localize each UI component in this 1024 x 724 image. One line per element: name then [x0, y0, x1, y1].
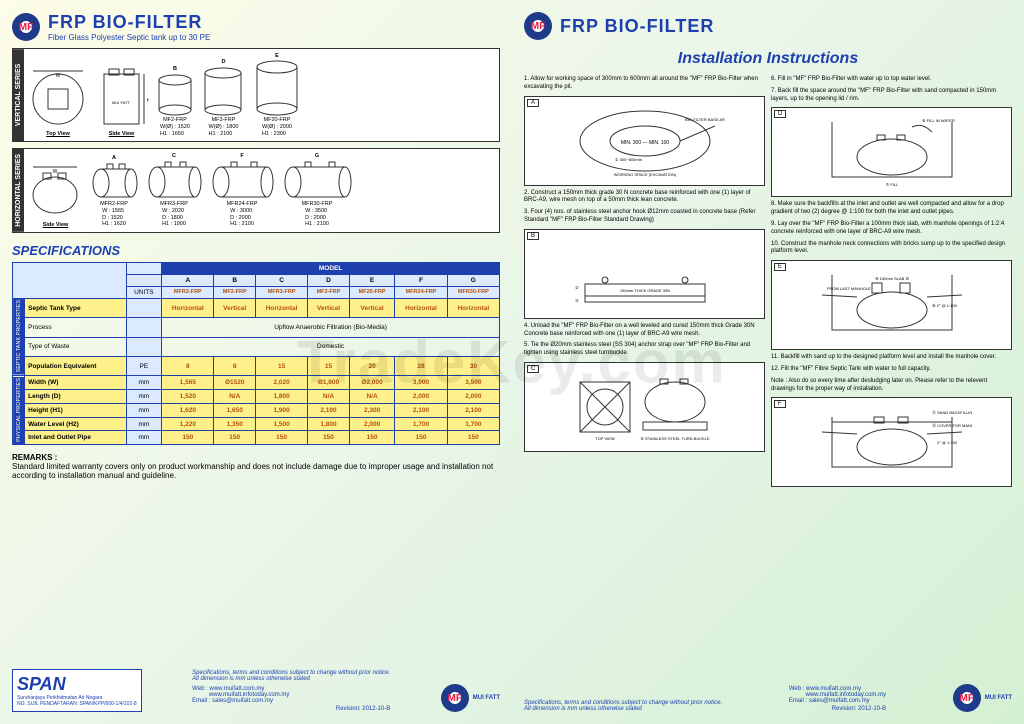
install-right-col: 6. Fill in "MF" FRP Bio-Filter with wate…: [771, 76, 1012, 684]
horizontal-label: HORIZONTAL SERIES: [13, 149, 24, 232]
tank-a: A MFR2-FRP W : 1565 D : 1520 H1 : 1620: [89, 155, 139, 228]
svg-text:⑧ 2° @ 1:100: ⑧ 2° @ 1:100: [932, 303, 958, 308]
inst-diag-a: A MIN. 300 — MIN. 100BIO-FILTER BASE ARE…: [524, 96, 765, 186]
inst-diag-f: F ⑪ SAND BACKFILLING⑫ COVER FOR MANHOLE2…: [771, 397, 1012, 487]
footer-right-page: Specifications, terms and conditions sub…: [524, 684, 1012, 712]
header-right: MF FRP BIO-FILTER: [524, 12, 1012, 40]
header: MF FRP BIO-FILTER Fiber Glass Polyester …: [12, 12, 500, 42]
product-title-right: FRP BIO-FILTER: [560, 16, 714, 37]
svg-text:150mm THICK GRADE 30N: 150mm THICK GRADE 30N: [619, 288, 669, 293]
spec-page: MF FRP BIO-FILTER Fiber Glass Polyester …: [0, 0, 512, 724]
span-cert: SPAN Suruhanjaya Perkhidmatan Air Negara…: [12, 669, 142, 712]
mf-logo-icon: MF: [953, 684, 981, 712]
tank-d: D MF3-FRP W(Ø) : 1800 H1 : 2100: [201, 59, 246, 137]
install-page: MF FRP BIO-FILTER Installation Instructi…: [512, 0, 1024, 724]
vertical-label: VERTICAL SERIES: [13, 49, 24, 141]
svg-text:②: ②: [575, 285, 579, 290]
svg-text:WORKING SPACE (EXCAVATION): WORKING SPACE (EXCAVATION): [613, 172, 676, 177]
tank-b: B MF2-FRP W(Ø) : 1520 H1 : 1650: [155, 66, 195, 137]
svg-text:MIN. 300 — MIN. 100: MIN. 300 — MIN. 100: [620, 140, 669, 146]
spec-table: MODELABCDEFGUNITSMFR2-FRPMF2-FRPMFR3-FRP…: [12, 262, 500, 445]
tank-c: C MFR3-FRP W : 2020 D : 1800 H1 : 1900: [145, 153, 203, 228]
horizontal-series-box: HORIZONTAL SERIES W Side View A MFR2-FRP…: [12, 148, 500, 233]
inst-diag-b: B ②③150mm THICK GRADE 30N: [524, 229, 765, 319]
svg-text:⑦ FILL: ⑦ FILL: [885, 182, 898, 187]
tank-g: G MFR30-FRP W : 3500 D : 2000 H1 : 2100: [281, 153, 353, 228]
svg-text:BIO-FILTER BASE AREA: BIO-FILTER BASE AREA: [685, 117, 725, 122]
svg-text:⑨ 100mm SLAB ⑩: ⑨ 100mm SLAB ⑩: [874, 276, 908, 281]
svg-text:⑥ FILL IN WATER: ⑥ FILL IN WATER: [922, 118, 955, 123]
install-title: Installation Instructions: [524, 50, 1012, 68]
footer-left: SPAN Suruhanjaya Perkhidmatan Air Negara…: [12, 669, 500, 712]
side-view: MUI FATTH1 Side View: [94, 64, 149, 137]
inst-diag-e: E FROM LAST MANHOLE⑧ 2° @ 1:100⑨ 100mm S…: [771, 260, 1012, 350]
product-title: FRP BIO-FILTER: [48, 12, 210, 33]
svg-text:③: ③: [575, 298, 579, 303]
mf-logo-icon: MF: [524, 12, 552, 40]
product-subtitle: Fiber Glass Polyester Septic tank up to …: [48, 33, 210, 42]
top-view: W Top View: [28, 69, 88, 137]
tank-f: F MFR24-FRP W : 3000 D : 2000 H1 : 2100: [209, 153, 275, 228]
svg-text:MUI FATT: MUI FATT: [112, 100, 130, 105]
inst-diag-c: C TOP VIEW⑤ STAINLESS STEEL TURN BUCKLE: [524, 362, 765, 452]
svg-text:W: W: [56, 73, 61, 79]
horiz-side-view: W Side View: [28, 165, 83, 228]
svg-text:⑪ SAND BACKFILLING: ⑪ SAND BACKFILLING: [932, 409, 972, 415]
svg-text:2° @ 1:100: 2° @ 1:100: [937, 440, 958, 445]
svg-text:⑤ STAINLESS STEEL TURN BUCKLE: ⑤ STAINLESS STEEL TURN BUCKLE: [640, 436, 710, 441]
vertical-series-box: VERTICAL SERIES W Top View MUI FATTH1 Si…: [12, 48, 500, 142]
svg-text:FROM LAST MANHOLE: FROM LAST MANHOLE: [827, 286, 871, 291]
install-left-col: 1. Allow for working space of 300mm to 6…: [524, 76, 765, 684]
remarks: REMARKS : Standard limited warranty cove…: [12, 453, 500, 480]
mf-logo-icon: MF: [441, 684, 469, 712]
tank-e: E MF20-FRP W(Ø) : 2000 H1 : 2300: [252, 53, 302, 137]
spec-title: SPECIFICATIONS: [12, 243, 500, 258]
install-grid: 1. Allow for working space of 300mm to 6…: [524, 76, 1012, 684]
inst-diag-d: D ⑥ FILL IN WATER⑦ FILL: [771, 107, 1012, 197]
svg-text:TOP VIEW: TOP VIEW: [595, 436, 615, 441]
svg-text:H1: H1: [147, 98, 149, 104]
svg-text:① 300~600mm: ① 300~600mm: [615, 157, 643, 162]
svg-text:⑫ COVER FOR MANHOLE: ⑫ COVER FOR MANHOLE: [932, 422, 972, 428]
svg-text:W: W: [53, 169, 58, 175]
mf-logo-icon: MF: [12, 13, 40, 41]
